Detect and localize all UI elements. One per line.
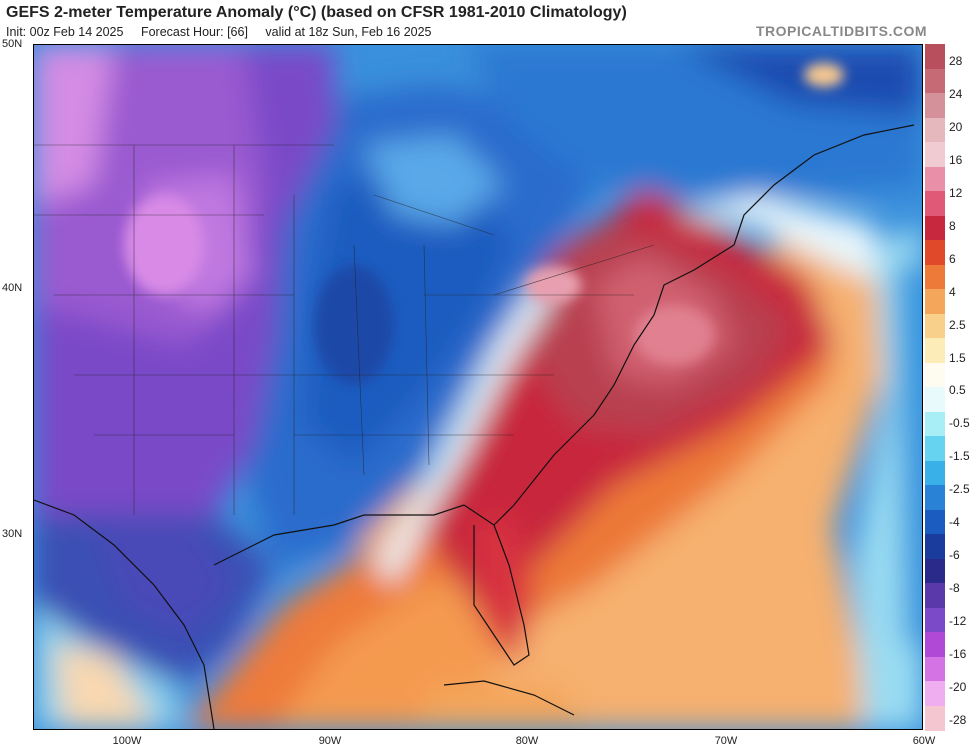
colorbar-tick-label: 6 bbox=[949, 251, 956, 266]
anomaly-cores bbox=[124, 63, 844, 385]
colorbar-segment bbox=[925, 117, 945, 143]
colorbar-segment bbox=[925, 240, 945, 265]
chart-subtitle: Init: 00z Feb 14 2025 Forecast Hour: [66… bbox=[6, 25, 446, 39]
brand-label[interactable]: TROPICALTIDBITS.COM bbox=[755, 23, 927, 39]
colorbar-tick-label: -0.5 bbox=[949, 416, 970, 431]
colorbar-tick-label: 2.5 bbox=[949, 317, 966, 332]
colorbar bbox=[925, 44, 945, 731]
colorbar-tick-label: 0.5 bbox=[949, 383, 966, 398]
colorbar-segment bbox=[925, 362, 945, 388]
colorbar-segment bbox=[925, 656, 945, 682]
colorbar-segment bbox=[925, 632, 945, 657]
colorbar-tick-label: 24 bbox=[949, 86, 963, 101]
colorbar-segment bbox=[925, 509, 945, 535]
colorbar-segment bbox=[925, 681, 945, 706]
colorbar-tick-label: -12 bbox=[949, 614, 967, 629]
init-time: Init: 00z Feb 14 2025 bbox=[6, 25, 124, 39]
colorbar-segment bbox=[925, 166, 945, 192]
colorbar-segment bbox=[925, 436, 945, 461]
coastlines bbox=[34, 124, 915, 729]
colorbar-segment bbox=[925, 44, 945, 69]
colorbar-tick-label: -16 bbox=[949, 647, 967, 662]
colorbar-segment bbox=[925, 215, 945, 241]
chart-title: GEFS 2-meter Temperature Anomaly (°C) (b… bbox=[6, 4, 627, 21]
colorbar-segment bbox=[925, 583, 945, 608]
colorbar-tick-label: -8 bbox=[949, 581, 960, 596]
colorbar-tick-label: -2.5 bbox=[949, 482, 970, 497]
colorbar-segment bbox=[925, 68, 945, 94]
colorbar-segment bbox=[925, 705, 945, 731]
colorbar-tick-label: 28 bbox=[949, 54, 963, 68]
colorbar-segment bbox=[925, 607, 945, 633]
colorbar-tick-label: 16 bbox=[949, 152, 963, 167]
colorbar-segment bbox=[925, 191, 945, 216]
lon-label-80w: 80W bbox=[515, 735, 539, 747]
colorbar-tick-label: 1.5 bbox=[949, 350, 966, 365]
lon-label-100w: 100W bbox=[112, 735, 142, 747]
lat-label-50n: 50N bbox=[2, 38, 23, 50]
colorbar-segment bbox=[925, 313, 945, 339]
colorbar-segment bbox=[925, 289, 945, 314]
valid-time: valid at 18z Sun, Feb 16 2025 bbox=[265, 25, 432, 39]
state-borders bbox=[34, 144, 655, 515]
colorbar-tick-label: 8 bbox=[949, 218, 956, 233]
colorbar-segment bbox=[925, 485, 945, 510]
colorbar-segment bbox=[925, 460, 945, 486]
colorbar-segment bbox=[925, 338, 945, 363]
colorbar-tick-label: 12 bbox=[949, 185, 963, 200]
anomaly-map[interactable] bbox=[33, 44, 923, 730]
colorbar-tick-label: -20 bbox=[949, 680, 967, 695]
lon-label-90w: 90W bbox=[318, 735, 342, 747]
colorbar-tick-label: -4 bbox=[949, 515, 960, 530]
anomaly-field bbox=[34, 45, 922, 729]
colorbar-tick-label: -6 bbox=[949, 548, 960, 563]
colorbar-tick-label: -28 bbox=[949, 712, 967, 727]
colorbar-segment bbox=[925, 93, 945, 118]
lon-label-60w: 60W bbox=[912, 735, 936, 747]
colorbar-segment bbox=[925, 387, 945, 412]
colorbar-segment bbox=[925, 558, 945, 584]
colorbar-tick-label: 20 bbox=[949, 119, 963, 134]
colorbar-tick-label: 4 bbox=[949, 284, 956, 299]
forecast-hour: Forecast Hour: [66] bbox=[140, 25, 248, 39]
colorbar-segment bbox=[925, 534, 945, 559]
colorbar-tick-label: -1.5 bbox=[949, 449, 970, 464]
lon-label-70w: 70W bbox=[714, 735, 738, 747]
lat-label-30n: 30N bbox=[2, 528, 23, 540]
lat-label-40n: 40N bbox=[2, 282, 23, 294]
colorbar-segment bbox=[925, 264, 945, 290]
colorbar-segment bbox=[925, 411, 945, 437]
colorbar-segment bbox=[925, 142, 945, 167]
map-canvas[interactable] bbox=[34, 45, 922, 729]
